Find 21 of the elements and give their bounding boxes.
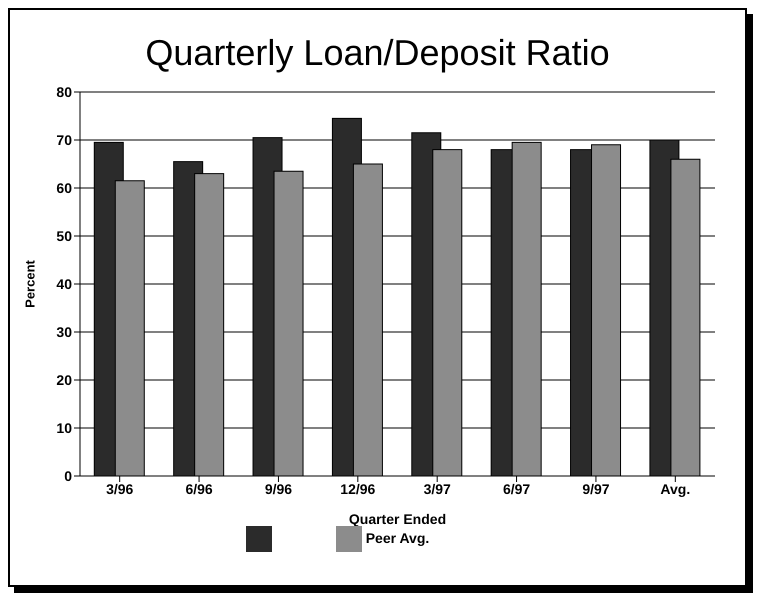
x-tick-label: 3/96 (106, 480, 134, 497)
y-tick-label: 30 (56, 324, 72, 340)
y-tick-label: 10 (56, 420, 72, 436)
y-tick-label: 80 (56, 84, 72, 100)
chart-title: Quarterly Loan/Deposit Ratio (144, 32, 611, 75)
x-tick-label: 12/96 (340, 480, 376, 497)
y-tick-label: 60 (56, 180, 72, 196)
y-axis-title: Percent (22, 259, 38, 308)
y-tick-label: 40 (56, 276, 72, 292)
x-tick-label: 6/96 (185, 480, 213, 497)
y-tick-label: 0 (64, 468, 72, 484)
x-axis-title: Quarter Ended (348, 511, 446, 527)
x-tick-label: 9/97 (582, 480, 610, 497)
y-tick-label: 20 (56, 372, 72, 388)
x-tick-label: 3/97 (424, 480, 452, 497)
y-tick-label: 70 (56, 132, 72, 148)
y-tick-label: 50 (56, 228, 72, 244)
x-tick-label: 6/97 (502, 480, 530, 497)
legend-label: Peer Avg. (366, 530, 430, 546)
x-tick-label: 9/96 (264, 480, 292, 497)
x-tick-label: Avg. (660, 480, 690, 497)
